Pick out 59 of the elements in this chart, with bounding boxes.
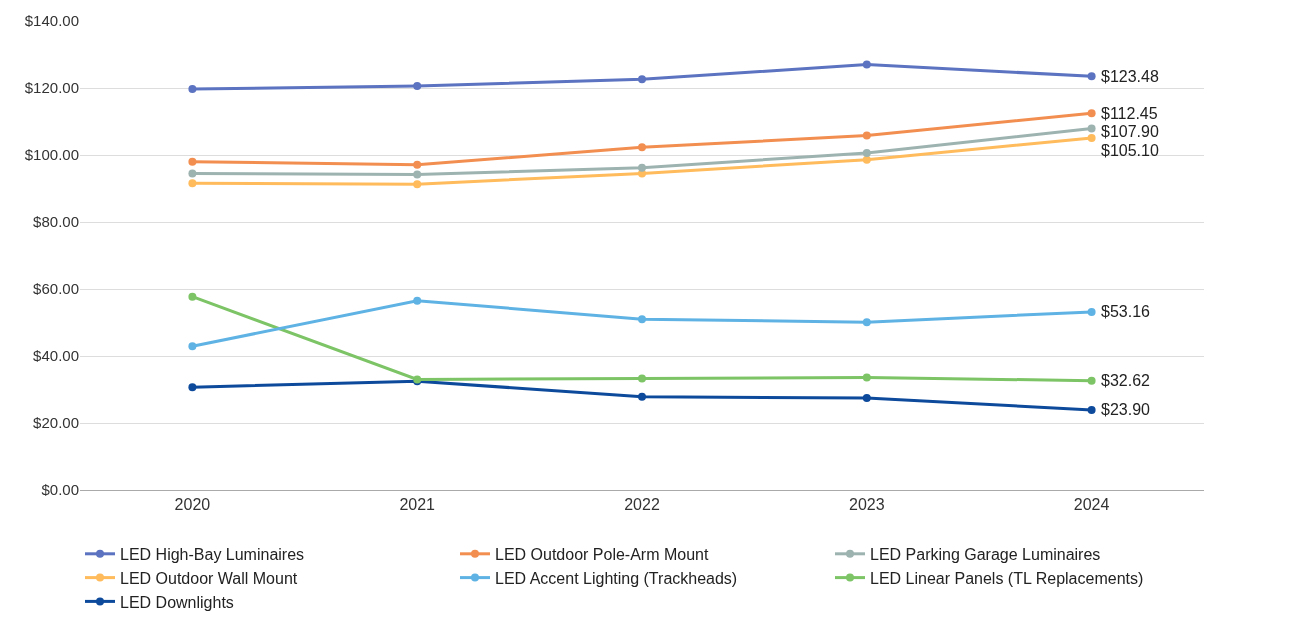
legend-label: LED Linear Panels (TL Replacements) (870, 569, 1144, 587)
point (188, 342, 197, 351)
x-tick-label: 2024 (1073, 496, 1110, 514)
point (638, 315, 646, 324)
y-tick-label: $80.00 (33, 213, 79, 231)
point (638, 143, 646, 152)
legend-label: LED High-Bay Luminaires (120, 546, 305, 564)
point (1087, 405, 1096, 414)
point (862, 131, 871, 140)
legend-label: LED Parking Garage Luminaires (870, 546, 1101, 564)
data-label: $53.16 (1101, 303, 1151, 320)
point (1087, 133, 1096, 142)
point (862, 393, 871, 402)
point (413, 180, 422, 189)
y-tick-label: $40.00 (33, 347, 79, 365)
point (638, 392, 646, 401)
y-tick-label: $120.00 (24, 79, 79, 97)
x-tick-label: 2022 (624, 496, 660, 514)
point (862, 60, 871, 69)
point (413, 170, 422, 179)
point (1087, 376, 1096, 385)
point (188, 292, 197, 301)
point (188, 169, 197, 178)
point (413, 160, 422, 169)
x-tick-label: 2020 (174, 496, 211, 514)
point (188, 179, 197, 188)
x-tick-label: 2023 (849, 496, 885, 514)
data-label: $123.48 (1101, 68, 1159, 85)
point (188, 383, 197, 392)
legend-label: LED Outdoor Wall Mount (120, 569, 298, 587)
point (862, 148, 871, 157)
y-tick-label: $100.00 (24, 146, 79, 164)
point (638, 75, 646, 84)
point (862, 155, 871, 164)
point (1087, 307, 1096, 316)
point (638, 163, 646, 172)
x-tick-label: 2021 (399, 496, 436, 514)
data-label: $107.90 (1101, 123, 1159, 140)
data-label: $32.62 (1101, 372, 1151, 389)
legend-label: LED Accent Lighting (Trackheads) (495, 569, 738, 587)
y-tick-label: $60.00 (33, 280, 79, 298)
point (638, 374, 646, 383)
y-tick-label: $140.00 (24, 12, 79, 30)
point (413, 81, 422, 90)
y-tick-label: $20.00 (33, 414, 79, 432)
point (188, 157, 197, 166)
point (862, 373, 871, 382)
y-tick-label: $0.00 (41, 481, 79, 499)
point (413, 296, 422, 305)
point (1087, 124, 1096, 133)
point (862, 318, 871, 327)
data-label: $105.10 (1101, 142, 1159, 159)
data-label: $23.90 (1101, 401, 1151, 418)
legend-label: LED Outdoor Pole-Arm Mount (495, 546, 709, 564)
point (1087, 72, 1096, 81)
point (188, 85, 197, 94)
legend-label: LED Downlights (120, 593, 234, 611)
point (1087, 109, 1096, 118)
data-label: $112.45 (1101, 105, 1158, 122)
